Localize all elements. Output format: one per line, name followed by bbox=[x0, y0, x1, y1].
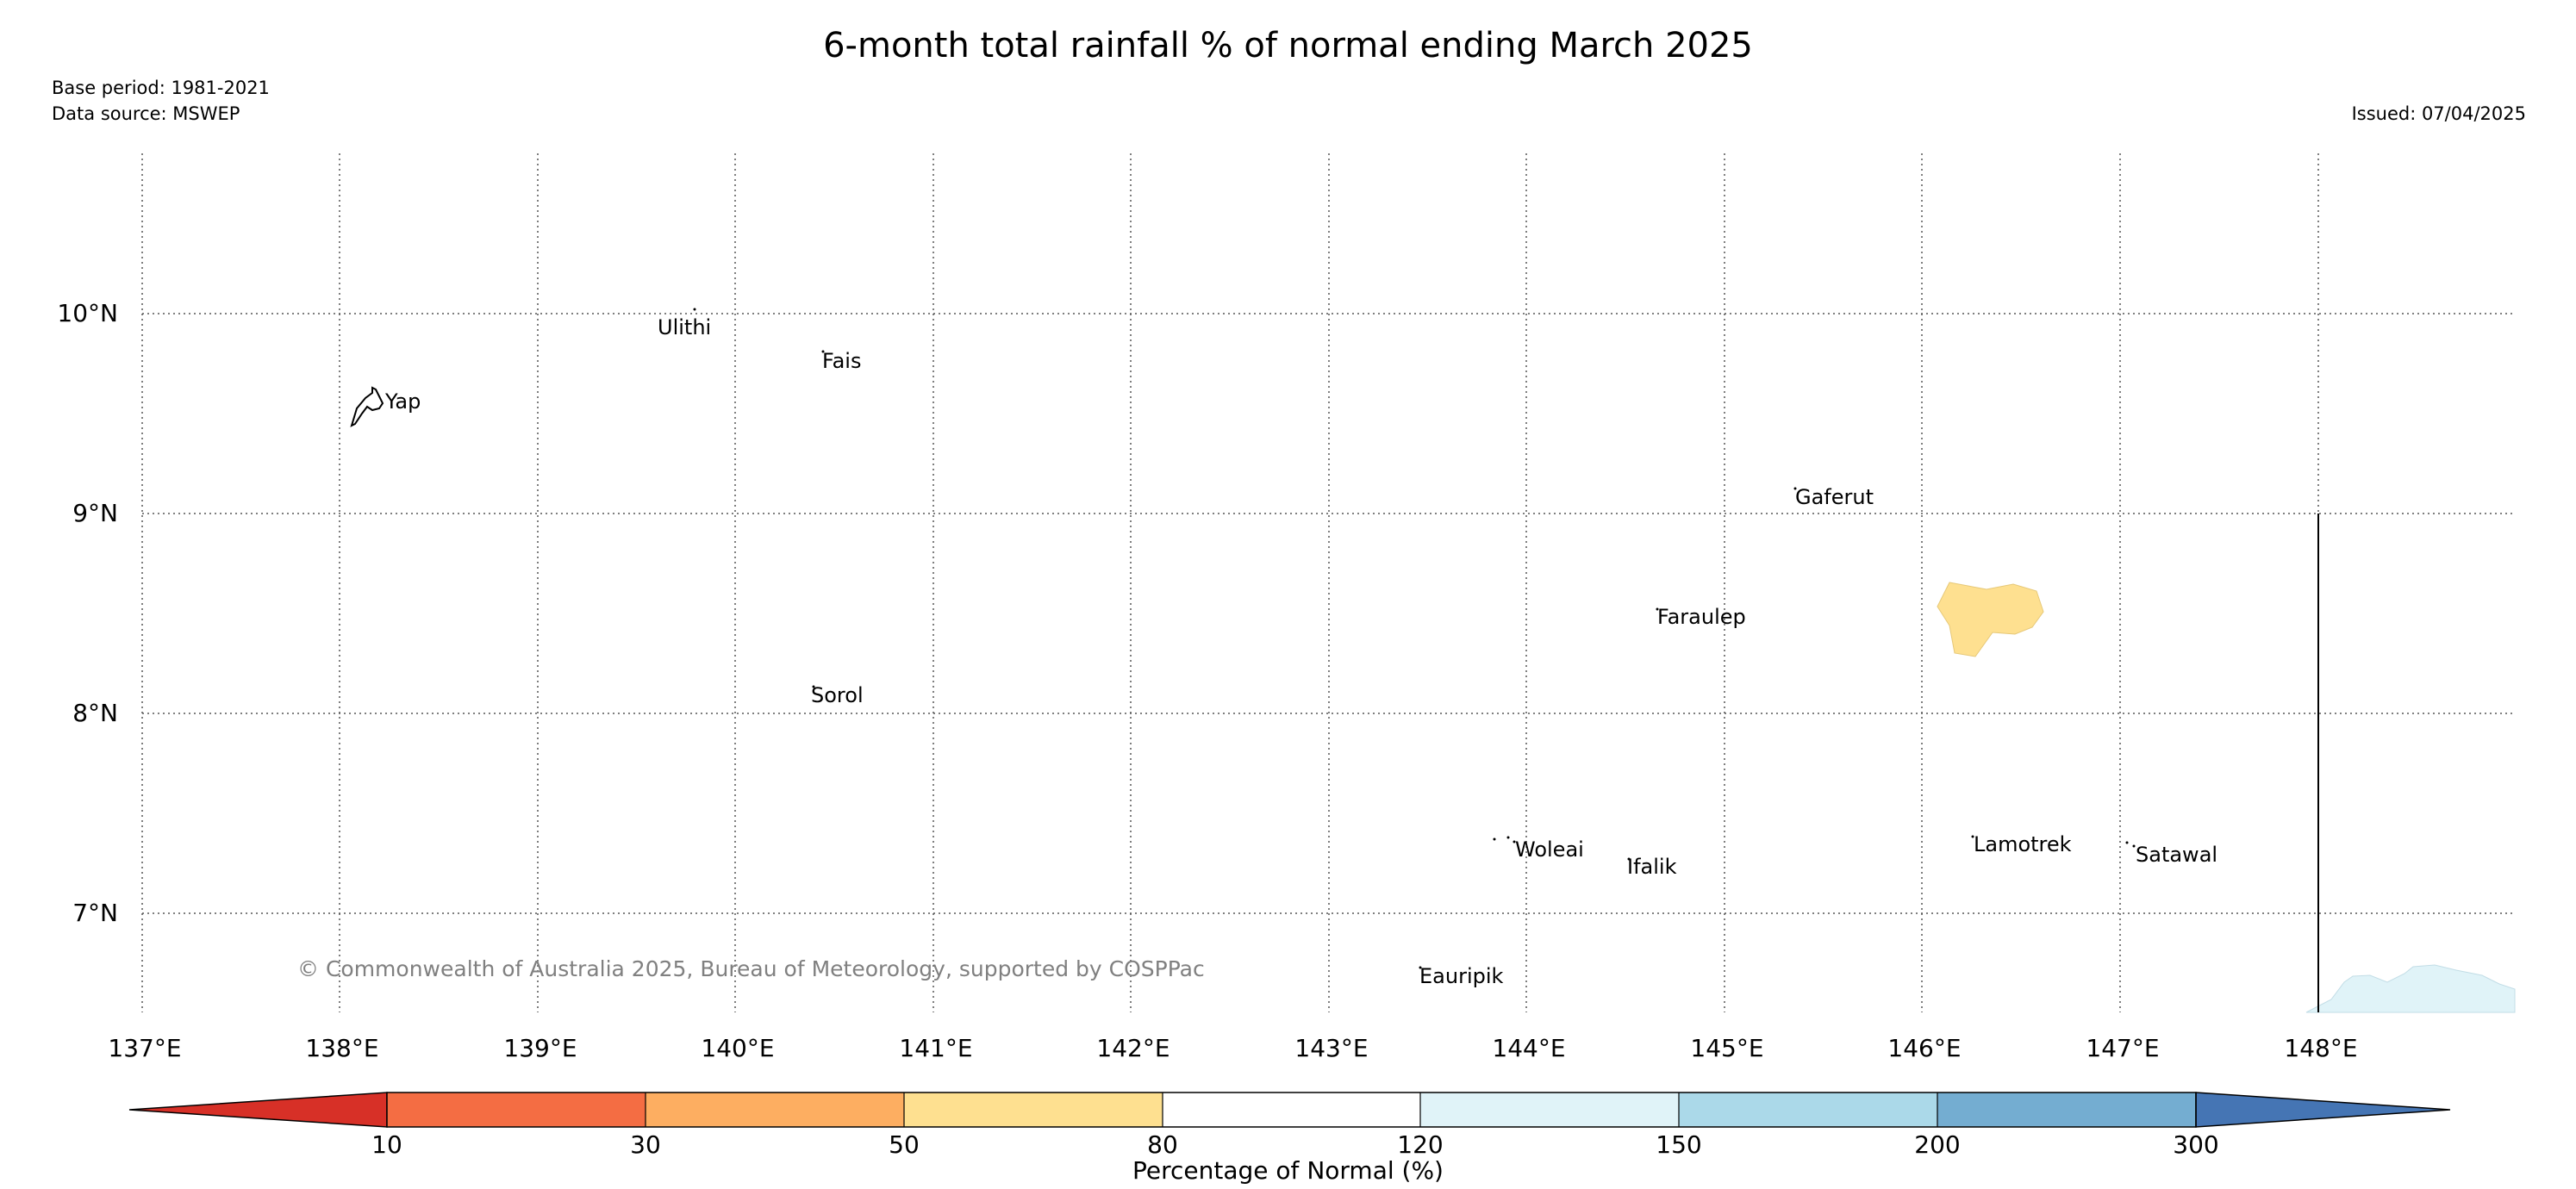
lon-label-142e: 142°E bbox=[1096, 1034, 1169, 1062]
place-label-yap: Yap bbox=[384, 389, 421, 414]
lat-label-10n: 10°N bbox=[57, 299, 118, 327]
yellow-rainfall-region bbox=[1937, 582, 2044, 657]
colorbar-tick-300: 300 bbox=[2173, 1130, 2218, 1159]
colorbar-segment-10-30 bbox=[387, 1093, 646, 1127]
colorbar-tick-80: 80 bbox=[1147, 1130, 1178, 1159]
island-dots bbox=[693, 308, 2136, 969]
colorbar-label: Percentage of Normal (%) bbox=[1132, 1156, 1444, 1185]
lat-label-7n: 7°N bbox=[72, 899, 118, 927]
lat-label-8n: 8°N bbox=[72, 699, 118, 727]
place-label-eauripik: Eauripik bbox=[1419, 964, 1504, 988]
colorbar-segment-120-150 bbox=[1420, 1093, 1679, 1127]
copyright-notice: © Commonwealth of Australia 2025, Bureau… bbox=[297, 956, 1205, 981]
colorbar-tick-50: 50 bbox=[889, 1130, 920, 1159]
issued-date: Issued: 07/04/2025 bbox=[2351, 103, 2526, 124]
lon-label-138e: 138°E bbox=[305, 1034, 378, 1062]
colorbar-tick-120: 120 bbox=[1397, 1130, 1443, 1159]
lon-label-144e: 144°E bbox=[1492, 1034, 1565, 1062]
data-source-note: Data source: MSWEP bbox=[52, 103, 240, 124]
lon-label-143e: 143°E bbox=[1294, 1034, 1368, 1062]
base-period-note: Base period: 1981-2021 bbox=[52, 78, 270, 98]
colorbar-segment-150-200 bbox=[1679, 1093, 1937, 1127]
colorbar-high-extension bbox=[2195, 1092, 2451, 1128]
lon-label-141e: 141°E bbox=[899, 1034, 972, 1062]
colorbar-tick-30: 30 bbox=[630, 1130, 661, 1159]
map-title: 6-month total rainfall % of normal endin… bbox=[823, 26, 1753, 65]
colorbar-segment-30-50 bbox=[646, 1093, 904, 1127]
place-label-ifalik: Ifalik bbox=[1627, 855, 1677, 879]
yap-island-shape bbox=[350, 386, 384, 427]
colorbar-tick-10: 10 bbox=[371, 1130, 402, 1159]
lon-label-137e: 137°E bbox=[108, 1034, 181, 1062]
lat-label-9n: 9°N bbox=[72, 499, 118, 527]
place-label-gaferut: Gaferut bbox=[1795, 485, 1874, 509]
light-blue-rainfall-region bbox=[2305, 964, 2516, 1013]
lon-label-148e: 148°E bbox=[2284, 1034, 2357, 1062]
colorbar: 10 30 50 80 120 150 200 300 bbox=[128, 1092, 2451, 1159]
colorbar-segment-200-300 bbox=[1937, 1093, 2196, 1127]
colorbar-tick-200: 200 bbox=[1914, 1130, 1960, 1159]
place-label-satawal: Satawal bbox=[2136, 843, 2217, 867]
place-label-fais: Fais bbox=[822, 349, 861, 373]
lon-label-145e: 145°E bbox=[1690, 1034, 1763, 1062]
place-label-faraulep: Faraulep bbox=[1657, 605, 1746, 629]
graticule bbox=[141, 153, 2515, 1012]
colorbar-segment-80-120 bbox=[1163, 1093, 1420, 1127]
place-label-woleai: Woleai bbox=[1515, 837, 1584, 862]
colorbar-tick-150: 150 bbox=[1656, 1130, 1701, 1159]
place-label-lamotrek: Lamotrek bbox=[1974, 832, 2072, 856]
colorbar-segment-50-80 bbox=[904, 1093, 1163, 1127]
lon-label-140e: 140°E bbox=[701, 1034, 774, 1062]
lon-label-146e: 146°E bbox=[1887, 1034, 1961, 1062]
place-label-sorol: Sorol bbox=[811, 683, 864, 707]
place-label-ulithi: Ulithi bbox=[658, 315, 711, 339]
lon-label-147e: 147°E bbox=[2086, 1034, 2159, 1062]
colorbar-low-extension bbox=[128, 1092, 388, 1128]
lon-label-139e: 139°E bbox=[503, 1034, 577, 1062]
